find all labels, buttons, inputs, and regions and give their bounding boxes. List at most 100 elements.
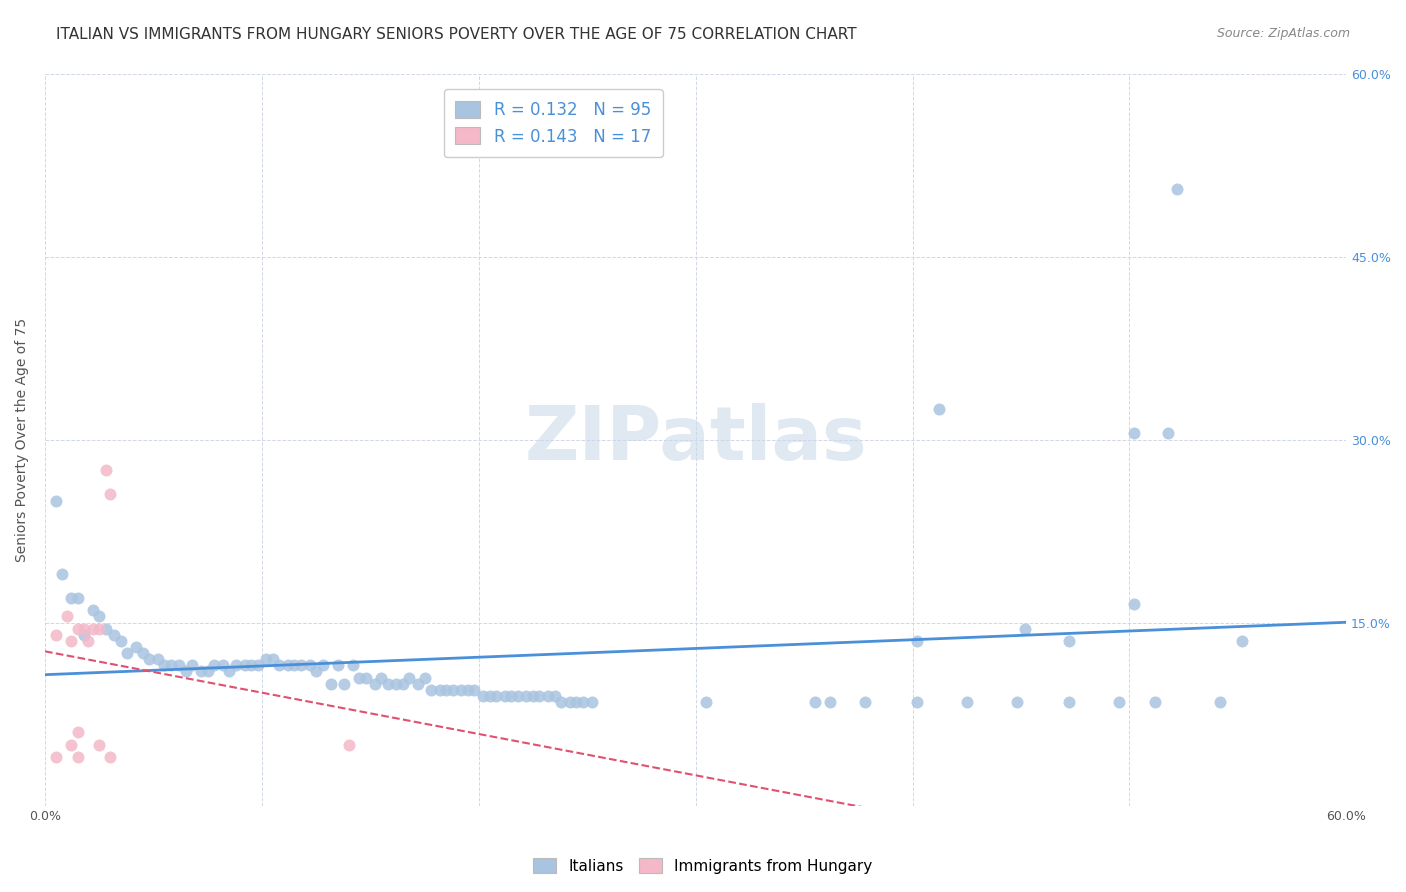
Point xyxy=(73,622,96,636)
Point xyxy=(326,658,349,673)
Point xyxy=(59,591,82,606)
Point xyxy=(804,695,827,709)
Point xyxy=(363,676,385,690)
Point xyxy=(1166,182,1188,196)
Text: ITALIAN VS IMMIGRANTS FROM HUNGARY SENIORS POVERTY OVER THE AGE OF 75 CORRELATIO: ITALIAN VS IMMIGRANTS FROM HUNGARY SENIO… xyxy=(56,27,856,42)
Point xyxy=(572,695,595,709)
Point xyxy=(246,658,269,673)
Point xyxy=(73,628,96,642)
Point xyxy=(89,622,111,636)
Point xyxy=(159,658,181,673)
Point xyxy=(581,695,603,709)
Point xyxy=(398,671,420,685)
Point xyxy=(1122,597,1144,611)
Point xyxy=(501,689,523,703)
Point xyxy=(818,695,841,709)
Point xyxy=(457,682,479,697)
Point xyxy=(550,695,572,709)
Point xyxy=(565,695,588,709)
Text: ZIPatlas: ZIPatlas xyxy=(524,403,868,476)
Point xyxy=(441,682,464,697)
Point xyxy=(429,682,451,697)
Point xyxy=(463,682,485,697)
Point xyxy=(89,609,111,624)
Point xyxy=(181,658,204,673)
Point xyxy=(45,628,67,642)
Point xyxy=(298,658,321,673)
Point xyxy=(1209,695,1232,709)
Y-axis label: Seniors Poverty Over the Age of 75: Seniors Poverty Over the Age of 75 xyxy=(15,318,30,562)
Point xyxy=(392,676,415,690)
Point xyxy=(515,689,537,703)
Point xyxy=(385,676,408,690)
Point xyxy=(529,689,551,703)
Point xyxy=(131,646,153,660)
Point xyxy=(342,658,364,673)
Point xyxy=(98,487,121,501)
Point xyxy=(51,566,73,581)
Point xyxy=(125,640,148,654)
Point xyxy=(202,658,225,673)
Point xyxy=(311,658,333,673)
Point xyxy=(853,695,876,709)
Point xyxy=(558,695,581,709)
Point xyxy=(262,652,284,666)
Point xyxy=(420,682,443,697)
Point xyxy=(225,658,247,673)
Point xyxy=(494,689,516,703)
Point xyxy=(1014,622,1036,636)
Point xyxy=(333,676,356,690)
Point xyxy=(146,652,169,666)
Point xyxy=(1230,633,1253,648)
Point xyxy=(478,689,501,703)
Point xyxy=(377,676,399,690)
Point xyxy=(277,658,299,673)
Point xyxy=(55,609,77,624)
Point xyxy=(305,665,328,679)
Point xyxy=(94,463,117,477)
Point xyxy=(82,603,104,617)
Point xyxy=(434,682,457,697)
Point xyxy=(928,402,950,417)
Point xyxy=(82,622,104,636)
Point xyxy=(1144,695,1167,709)
Point xyxy=(240,658,263,673)
Point xyxy=(59,738,82,752)
Point xyxy=(103,628,125,642)
Point xyxy=(450,682,472,697)
Point xyxy=(537,689,560,703)
Point xyxy=(233,658,256,673)
Point xyxy=(218,665,240,679)
Point xyxy=(905,633,928,648)
Point xyxy=(77,633,100,648)
Point xyxy=(321,676,343,690)
Point xyxy=(138,652,160,666)
Point xyxy=(66,622,89,636)
Point xyxy=(695,695,717,709)
Point xyxy=(1157,426,1180,441)
Point xyxy=(59,633,82,648)
Point xyxy=(45,749,67,764)
Point xyxy=(543,689,565,703)
Point xyxy=(1122,426,1144,441)
Point xyxy=(254,652,277,666)
Point xyxy=(66,749,89,764)
Point xyxy=(197,665,219,679)
Point xyxy=(349,671,371,685)
Point xyxy=(337,738,360,752)
Point xyxy=(485,689,508,703)
Point xyxy=(290,658,312,673)
Point xyxy=(211,658,233,673)
Point xyxy=(1005,695,1028,709)
Point xyxy=(406,676,429,690)
Point xyxy=(98,749,121,764)
Point xyxy=(66,591,89,606)
Point xyxy=(190,665,212,679)
Point xyxy=(1108,695,1130,709)
Point xyxy=(1057,695,1080,709)
Point xyxy=(269,658,291,673)
Point xyxy=(370,671,392,685)
Point xyxy=(169,658,191,673)
Text: Source: ZipAtlas.com: Source: ZipAtlas.com xyxy=(1216,27,1350,40)
Point xyxy=(117,646,139,660)
